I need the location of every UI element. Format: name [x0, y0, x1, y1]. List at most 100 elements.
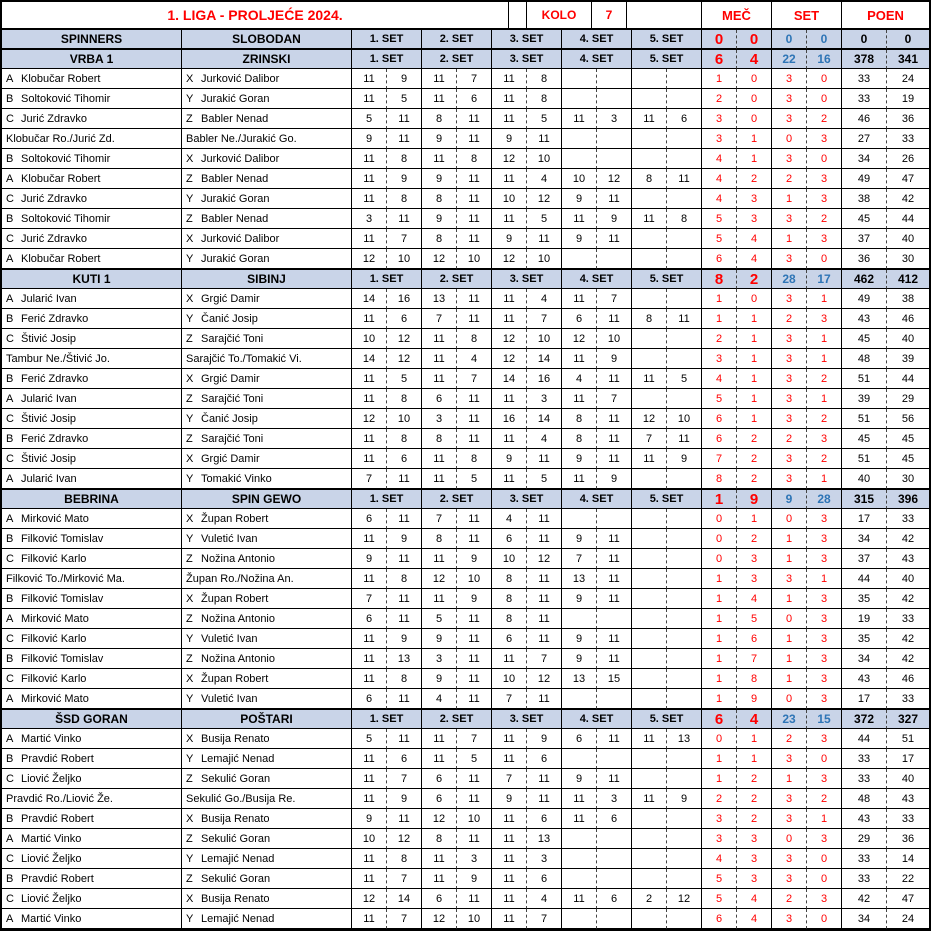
- sets-home-score: 2: [772, 889, 807, 909]
- set-score: 5: [352, 729, 387, 749]
- set-score: 11: [597, 649, 632, 669]
- home-player-name: Martić Vinko: [21, 912, 82, 925]
- set-score: 12: [527, 189, 562, 209]
- set-score: 11: [352, 69, 387, 89]
- set-score: 7: [352, 469, 387, 489]
- poen-home-score: 37: [842, 549, 887, 569]
- poen-home-score: 45: [842, 429, 887, 449]
- set-score: [562, 829, 597, 849]
- away-player-letter: X: [186, 72, 194, 85]
- set-score: 11: [492, 389, 527, 409]
- set-score: 12: [422, 249, 457, 269]
- set-score: 11: [457, 409, 492, 429]
- home-player-name: Filković To./Mirković Ma.: [6, 572, 125, 585]
- home-player-name: Štivić Josip: [21, 332, 77, 345]
- home-player-name: Filković Tomislav: [21, 532, 104, 545]
- match-row: B Pravdić Robert X Busija Renato 9 11 12…: [2, 809, 929, 829]
- mec-away-score: 3: [737, 849, 772, 869]
- poen-away-score: 40: [887, 769, 929, 789]
- set2-label: 2. SET: [422, 50, 492, 69]
- poen-away-score: 29: [887, 389, 929, 409]
- set-score: 10: [457, 569, 492, 589]
- set-score: [667, 849, 702, 869]
- set-score: 11: [597, 549, 632, 569]
- away-player-cell: Z Nožina Antonio: [182, 609, 352, 629]
- poen-away-score: 46: [887, 309, 929, 329]
- sets-away-score: 0: [807, 69, 842, 89]
- set-score: 11: [562, 789, 597, 809]
- home-player-letter: C: [6, 112, 14, 125]
- set-score: 12: [387, 829, 422, 849]
- home-player-name: Jurić Zdravko: [21, 192, 88, 205]
- set-header: SET: [772, 2, 842, 29]
- set1-label: 1. SET: [352, 490, 422, 509]
- away-player-name: Tomakić Vinko: [201, 472, 272, 485]
- home-player-name: Klobučar Robert: [21, 172, 101, 185]
- home-player-letter: A: [6, 912, 14, 925]
- set-score: 5: [422, 609, 457, 629]
- sets-home-score: 2: [772, 169, 807, 189]
- set-score: 9: [527, 729, 562, 749]
- sets-home-total: 22: [772, 50, 807, 69]
- home-player-cell: Klobučar Ro./Jurić Zd.: [2, 129, 182, 149]
- sets-home-score: 3: [772, 869, 807, 889]
- set-score: 11: [597, 369, 632, 389]
- poen-away-score: 33: [887, 689, 929, 709]
- set-score: 11: [457, 629, 492, 649]
- set-score: 11: [492, 289, 527, 309]
- home-player-name: Liović Željko: [21, 852, 82, 865]
- set-score: 8: [457, 149, 492, 169]
- mec-home-score: 1: [702, 669, 737, 689]
- set-score: 11: [352, 849, 387, 869]
- home-player-cell: C Jurić Zdravko: [2, 189, 182, 209]
- home-player-cell: C Liović Željko: [2, 769, 182, 789]
- sets-away-score: 1: [807, 349, 842, 369]
- mec-home-score: 2: [702, 789, 737, 809]
- home-player-cell: B Filković Tomislav: [2, 649, 182, 669]
- home-team-name: VRBA 1: [2, 50, 182, 69]
- set-score: 12: [352, 889, 387, 909]
- poen-home-score: 43: [842, 809, 887, 829]
- set-score: 8: [422, 189, 457, 209]
- set-score: [667, 129, 702, 149]
- match-row: B Filković Tomislav Y Vuletić Ivan 11 9 …: [2, 529, 929, 549]
- sets-away-score: 2: [807, 209, 842, 229]
- mec-home-total: 0: [702, 30, 737, 49]
- set-score: 6: [352, 609, 387, 629]
- poen-home-score: 51: [842, 409, 887, 429]
- poen-away-score: 39: [887, 349, 929, 369]
- poen-away-total: 0: [887, 30, 929, 49]
- sets-away-score: 2: [807, 409, 842, 429]
- home-player-letter: C: [6, 852, 14, 865]
- set1-label: 1. SET: [352, 30, 422, 49]
- sets-home-score: 3: [772, 349, 807, 369]
- set-score: [632, 149, 667, 169]
- set-score: 9: [597, 209, 632, 229]
- set-score: 13: [422, 289, 457, 309]
- set-score: 11: [492, 169, 527, 189]
- set-score: 11: [457, 129, 492, 149]
- sets-home-total: 28: [772, 270, 807, 289]
- away-player-cell: Y Vuletić Ivan: [182, 529, 352, 549]
- home-player-cell: Tambur Ne./Štivić Jo.: [2, 349, 182, 369]
- set-score: 11: [352, 529, 387, 549]
- match-row: C Jurić Zdravko X Jurković Dalibor 11 7 …: [2, 229, 929, 249]
- away-player-letter: X: [186, 372, 194, 385]
- mec-home-score: 4: [702, 369, 737, 389]
- sets-home-score: 3: [772, 389, 807, 409]
- home-player-letter: C: [6, 332, 14, 345]
- sets-home-score: 3: [772, 849, 807, 869]
- home-player-name: Klobučar Robert: [21, 252, 101, 265]
- home-player-letter: B: [6, 532, 14, 545]
- set-score: 12: [492, 349, 527, 369]
- set-score: 12: [422, 809, 457, 829]
- set-score: 4: [492, 509, 527, 529]
- away-player-name: Sekulić Goran: [201, 832, 271, 845]
- mec-away-score: 3: [737, 189, 772, 209]
- set-score: 14: [352, 349, 387, 369]
- home-team-name: ŠSD GORAN: [2, 710, 182, 729]
- set-score: 11: [457, 429, 492, 449]
- set1-label: 1. SET: [352, 710, 422, 729]
- poen-away-total: 341: [887, 50, 929, 69]
- set-score: 5: [527, 469, 562, 489]
